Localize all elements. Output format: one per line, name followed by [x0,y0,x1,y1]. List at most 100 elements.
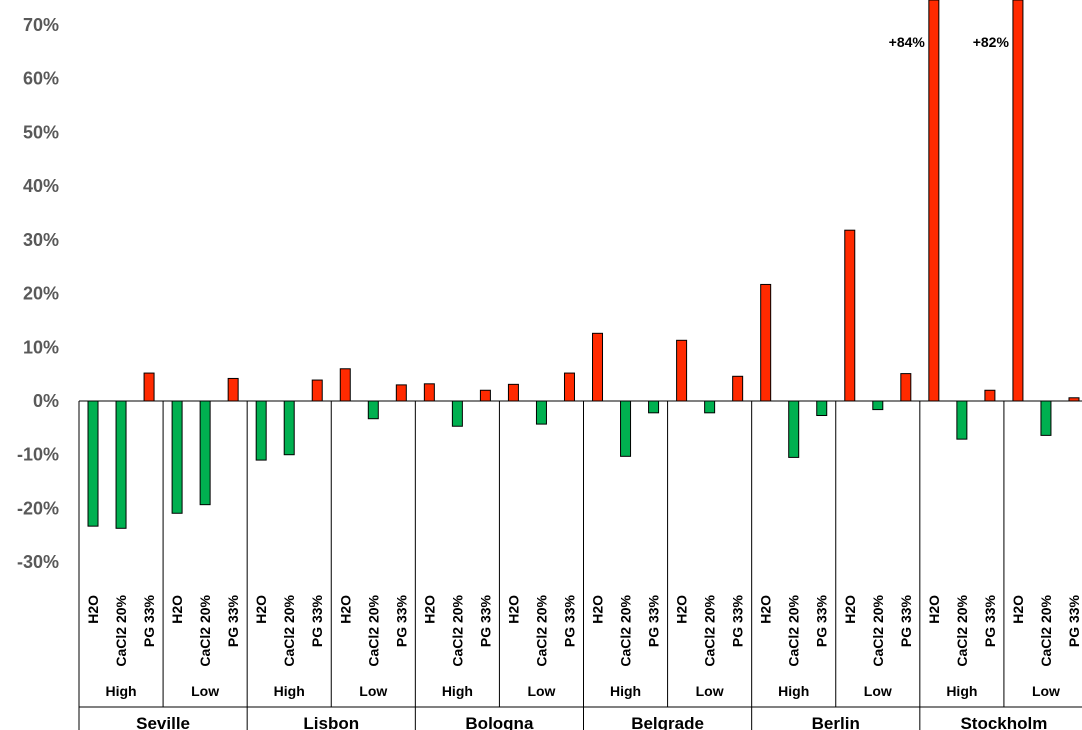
bar-belgrade-high-1 [620,400,632,457]
y-tick-label: -30% [17,552,59,572]
bar-belgrade-high-2 [648,400,660,414]
bar-seville-high-2 [143,372,155,402]
bar-lisbon-low-1 [367,400,379,420]
bar-berlin-low-0 [844,229,856,402]
bar-stockholm-low-1 [1040,400,1052,436]
treatment-label: CaCl2 20% [281,594,297,666]
treatment-label: PG 33% [646,594,662,647]
treatment-label: H2O [169,595,185,624]
bar-berlin-high-2 [816,400,828,417]
level-label: Low [864,683,892,699]
level-label: High [778,683,809,699]
bar-seville-low-1 [199,400,211,506]
treatment-label: H2O [674,595,690,624]
y-tick-label: 20% [23,284,59,304]
level-label: High [442,683,473,699]
treatment-label: H2O [758,595,774,624]
level-label: High [274,683,305,699]
level-label: Low [191,683,219,699]
bar-berlin-high-1 [788,400,800,458]
treatment-label: H2O [590,595,606,624]
annotations: +84% +82% [889,34,1010,50]
treatment-label: H2O [842,595,858,624]
city-label: Lisbon [303,714,359,730]
bar-bologna-low-2 [563,372,575,402]
level-label: Low [359,683,387,699]
treatment-label: PG 33% [1066,594,1082,647]
treatment-label: CaCl2 20% [1038,594,1054,666]
bar-berlin-low-2 [900,373,912,402]
y-tick-label: 30% [23,230,59,250]
treatment-label: CaCl2 20% [786,594,802,666]
treatment-label: PG 33% [898,594,914,647]
bar-belgrade-low-0 [676,339,688,402]
bar-lisbon-low-2 [395,384,407,402]
y-tick-label: 60% [23,69,59,89]
bar-seville-low-2 [227,377,239,402]
treatment-label: CaCl2 20% [870,594,886,666]
level-label: Low [527,683,555,699]
bar-annotation: +82% [973,34,1010,50]
treatment-label: CaCl2 20% [533,594,549,666]
treatment-label: H2O [421,595,437,624]
x-axis: H2O CaCl2 20% PG 33% High H2O CaCl2 20% PG 33%… [78,400,1082,730]
y-tick-label: 50% [23,122,59,142]
bar-lisbon-low-0 [339,368,351,402]
bar-belgrade-high-0 [592,332,604,402]
bar-stockholm-high-1 [956,400,968,440]
bar-bologna-low-0 [507,383,519,402]
y-tick-label: 40% [23,176,59,196]
level-label: Low [696,683,724,699]
treatment-label: PG 33% [225,594,241,647]
treatment-label: H2O [1010,595,1026,624]
bar-lisbon-high-2 [311,379,323,402]
treatment-label: CaCl2 20% [365,594,381,666]
treatment-label: CaCl2 20% [197,594,213,666]
treatment-label: PG 33% [309,594,325,647]
city-label: Bologna [465,714,534,730]
bar-stockholm-high-2 [984,389,996,402]
y-tick-label: -20% [17,498,59,518]
treatment-label: PG 33% [730,594,746,647]
city-label: Belgrade [631,714,704,730]
bar-lisbon-high-1 [283,400,295,456]
level-label: Low [1032,683,1060,699]
city-label: Berlin [812,714,860,730]
bar-bologna-low-1 [535,400,547,425]
y-tick-label: 10% [23,337,59,357]
treatment-label: H2O [926,595,942,624]
treatment-label: PG 33% [141,594,157,647]
treatment-label: CaCl2 20% [954,594,970,666]
treatment-label: CaCl2 20% [702,594,718,666]
level-label: High [610,683,641,699]
treatment-label: H2O [337,595,353,624]
level-label: High [946,683,977,699]
level-label: High [105,683,136,699]
city-label: Stockholm [960,714,1047,730]
treatment-label: H2O [505,595,521,624]
bar-seville-low-0 [171,400,183,514]
treatment-label: CaCl2 20% [618,594,634,666]
y-tick-label: -10% [17,445,59,465]
bar-berlin-low-1 [872,400,884,411]
treatment-label: PG 33% [393,594,409,647]
bar-bologna-high-2 [479,389,491,402]
bar-seville-high-1 [115,400,127,529]
y-axis: 70% 60% 50% 40% 30% 20% 10% 0% -10% -20% -30% [17,15,59,572]
treatment-label: CaCl2 20% [113,594,129,666]
bar-bologna-high-0 [423,383,435,402]
treatment-label: PG 33% [814,594,830,647]
bar-belgrade-low-2 [732,375,744,402]
bar-stockholm-high-0 [928,0,940,402]
treatment-label: PG 33% [982,594,998,647]
bar-berlin-high-0 [760,283,772,402]
bar-seville-high-0 [87,400,99,527]
treatment-label: CaCl2 20% [449,594,465,666]
treatment-label: H2O [85,595,101,624]
bar-annotation: +84% [889,34,926,50]
bar-lisbon-high-0 [255,400,267,461]
treatment-label: H2O [253,595,269,624]
city-label: Seville [136,714,190,730]
bars [87,0,1080,529]
